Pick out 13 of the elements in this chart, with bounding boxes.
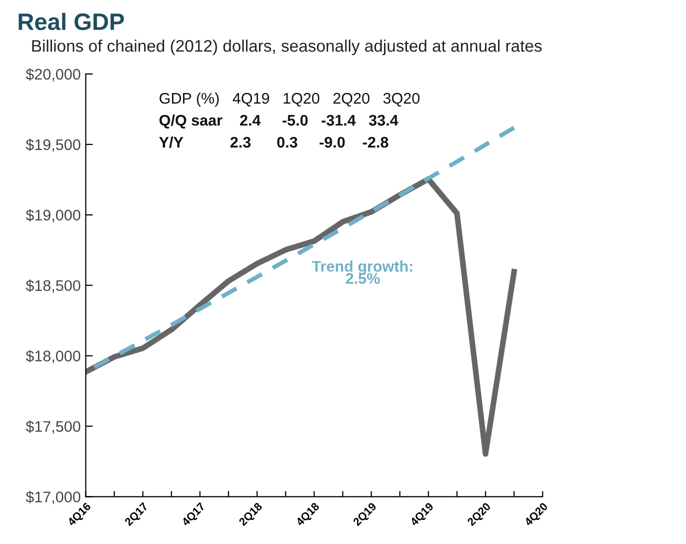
series-label: Trend growth: 2.5% bbox=[312, 260, 412, 284]
y-tick-label: $17,500 bbox=[26, 420, 80, 434]
y-tick-label: $18,000 bbox=[26, 350, 80, 364]
chart-title: Real GDP bbox=[18, 12, 124, 30]
chart-subtitle: Billions of chained (2012) dollars, seasonally adjusted at annual rates bbox=[32, 40, 542, 56]
annotation: GDP (%) 4Q19 1Q20 2Q20 3Q20 bbox=[160, 92, 420, 107]
y-tick-label: $19,500 bbox=[26, 138, 80, 152]
y-tick-label: $20,000 bbox=[26, 68, 80, 82]
annotation: Y/Y 2.3 0.3 -9.0 -2.8 bbox=[159, 136, 388, 148]
y-tick-label: $18,500 bbox=[26, 280, 80, 293]
y-tick-label: $19,000 bbox=[26, 209, 80, 222]
annotation: Q/Q saar 2.4 -5.0 -31.4 33.4 bbox=[159, 114, 398, 129]
y-tick-label: $17,000 bbox=[26, 490, 80, 504]
